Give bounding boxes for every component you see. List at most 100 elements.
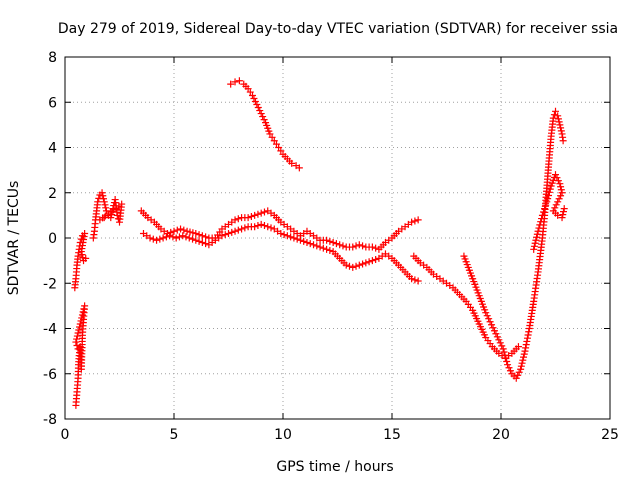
data-point-fill (242, 82, 250, 90)
data-point-fill (259, 113, 267, 121)
data-point-fill (267, 224, 275, 232)
data-point-fill (287, 225, 295, 233)
data-point-fill (73, 332, 81, 340)
data-point (98, 189, 106, 197)
data-point-fill (546, 185, 554, 193)
data-point-fill (372, 255, 380, 263)
data-point-fill (496, 339, 504, 347)
data-point-fill (453, 288, 461, 296)
x-tick-label: 0 (61, 427, 70, 443)
data-point-fill (522, 341, 530, 349)
data-point (303, 239, 311, 247)
data-point-fill (80, 305, 88, 313)
data-point (560, 205, 568, 213)
x-tick-label: 15 (383, 427, 401, 443)
data-point-fill (293, 235, 301, 243)
data-point-fill (78, 245, 86, 253)
data-point-fill (352, 262, 360, 270)
data-point (172, 234, 180, 242)
data-point-fill (554, 115, 562, 123)
data-point-fill (519, 356, 527, 364)
data-point (554, 198, 562, 206)
data-point-fill (215, 234, 223, 242)
data-point-fill (208, 239, 216, 247)
data-point-fill (503, 358, 511, 366)
data-point (166, 232, 174, 240)
data-point (198, 232, 206, 240)
data-point-fill (559, 208, 567, 216)
data-point-fill (76, 323, 84, 331)
data-point (329, 239, 337, 247)
data-point-fill (385, 252, 393, 260)
data-point-fill (246, 88, 254, 96)
data-point-fill (287, 233, 295, 241)
data-point-fill (466, 303, 474, 311)
data-point-fill (300, 237, 308, 245)
data-point-fill (102, 204, 110, 212)
series-seg-early-rise (71, 229, 90, 292)
data-point-fill (92, 210, 100, 218)
data-point-fill (502, 354, 510, 362)
data-point-fill (532, 236, 540, 244)
data-point-fill (557, 192, 565, 200)
data-point (558, 189, 566, 197)
grid (65, 57, 610, 419)
data-point (521, 347, 529, 355)
data-point (355, 261, 363, 269)
data-point-fill (280, 220, 288, 228)
data-point-fill (557, 124, 565, 132)
data-point-fill (518, 359, 526, 367)
data-point-fill (545, 188, 553, 196)
data-point-fill (493, 333, 501, 341)
data-point (264, 223, 272, 231)
data-point-fill (365, 243, 373, 251)
data-point-fill (73, 265, 81, 273)
data-point-fill (339, 242, 347, 250)
data-point-fill (481, 306, 489, 314)
data-point-fill (345, 262, 353, 270)
data-point (530, 245, 538, 253)
data-point (499, 345, 507, 353)
data-point-fill (555, 118, 563, 126)
data-point-fill (514, 371, 522, 379)
data-point-fill (538, 237, 546, 245)
data-point (153, 236, 161, 244)
data-point-fill (559, 133, 567, 141)
data-point-fill (480, 331, 488, 339)
data-point-fill (91, 220, 99, 228)
data-point-fill (485, 315, 493, 323)
data-point-fill (326, 246, 334, 254)
data-point-fill (420, 261, 428, 269)
data-point-fill (72, 278, 80, 286)
data-point (554, 112, 562, 120)
data-point-fill (234, 226, 242, 234)
data-point-fill (557, 127, 565, 135)
data-point (290, 234, 298, 242)
data-point (231, 227, 239, 235)
data-point (558, 214, 566, 222)
data-point-fill (404, 220, 412, 228)
data-point-fill (506, 367, 514, 375)
data-point-fill (319, 236, 327, 244)
x-axis-label: GPS time / hours (276, 459, 393, 475)
data-point-fill (492, 330, 500, 338)
data-point-fill (535, 224, 543, 232)
data-point-fill (77, 317, 85, 325)
data-point-fill (74, 329, 82, 337)
data-point (179, 232, 187, 240)
data-point-fill (156, 235, 164, 243)
data-point-fill (195, 231, 203, 239)
data-point-fill (221, 231, 229, 239)
data-point-fill (189, 235, 197, 243)
data-point-fill (439, 277, 447, 285)
data-point-fill (149, 235, 157, 243)
data-point (283, 232, 291, 240)
data-point (355, 241, 363, 249)
data-point-fill (545, 160, 553, 168)
data-point (198, 239, 206, 247)
data-point-fill (260, 208, 268, 216)
data-point-fill (93, 201, 101, 209)
data-point (490, 327, 498, 335)
data-point-fill (411, 276, 419, 284)
